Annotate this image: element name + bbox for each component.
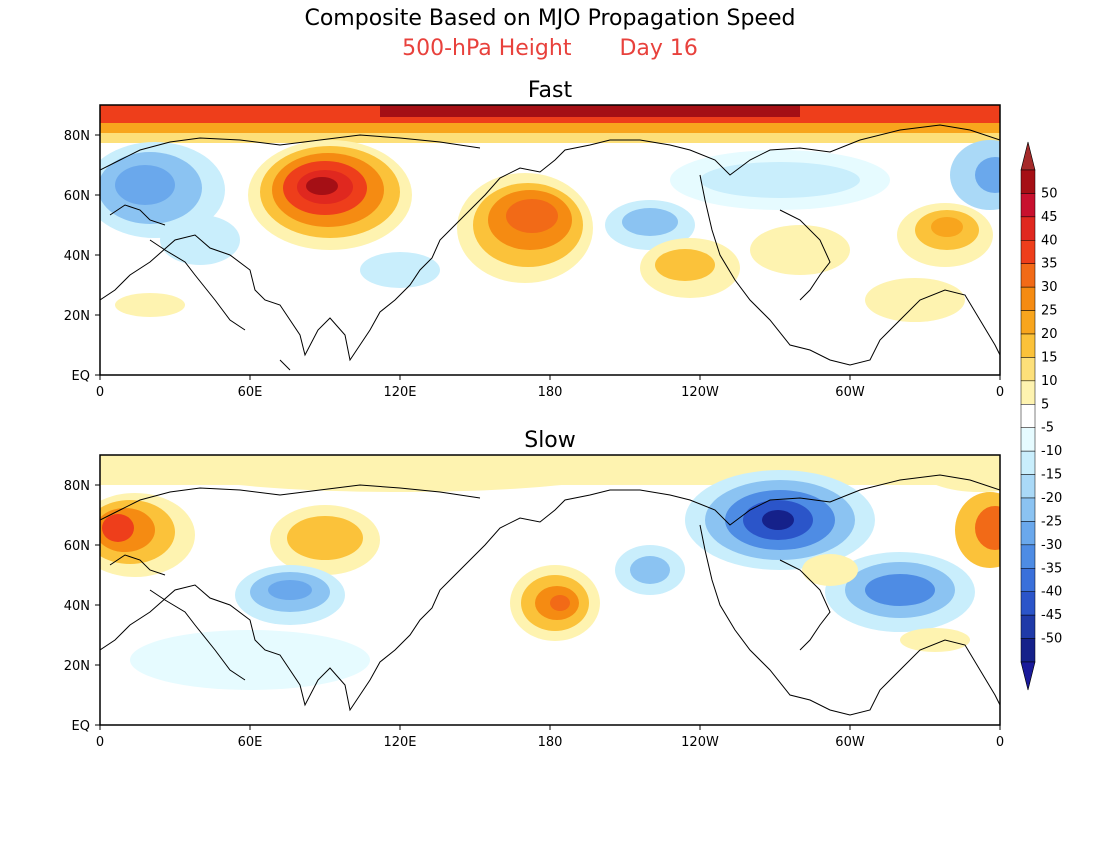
- figure-subtitle: 500-hPa Height Day 16: [0, 36, 1100, 61]
- lat-label: 60N: [64, 539, 90, 554]
- colorbar-label: -25: [1041, 514, 1062, 529]
- lon-label: 60W: [835, 735, 865, 750]
- colorbar-swatch: [1020, 450, 1036, 475]
- lon-label: 120W: [681, 735, 719, 750]
- lon-label: 180: [538, 735, 563, 750]
- lat-label: 40N: [64, 249, 90, 264]
- lon-label: 180: [538, 385, 563, 400]
- colorbar-swatch: [1020, 286, 1036, 311]
- colorbar-label: 30: [1041, 280, 1058, 295]
- colorbar-label: -40: [1041, 585, 1062, 600]
- lat-label: 20N: [64, 659, 90, 674]
- colorbar-swatch: [1020, 404, 1036, 428]
- colorbar-swatch: [1020, 333, 1036, 358]
- colorbar-label: -20: [1041, 491, 1062, 506]
- colorbar-swatch: [1020, 497, 1036, 522]
- map-panel-fast: [99, 104, 1001, 376]
- colorbar-swatch: [1020, 591, 1036, 616]
- colorbar-label: 20: [1041, 327, 1058, 342]
- lat-label: EQ: [72, 719, 90, 734]
- colorbar-swatch: [1020, 193, 1036, 218]
- colorbar-label: -35: [1041, 561, 1062, 576]
- lon-label: 120E: [383, 735, 416, 750]
- colorbar-label: -10: [1041, 444, 1062, 459]
- colorbar-label: 40: [1041, 233, 1058, 248]
- colorbar-swatch: [1020, 521, 1036, 546]
- lon-label: 120E: [383, 385, 416, 400]
- colorbar-swatch: [1020, 614, 1036, 639]
- lon-label: 0: [996, 385, 1004, 400]
- colorbar-bottom-arrow: [1020, 661, 1036, 691]
- lon-label: 0: [96, 735, 104, 750]
- colorbar-label: -30: [1041, 538, 1062, 553]
- colorbar-swatch: [1020, 568, 1036, 592]
- colorbar: 50 45 40 35 30 25 20 15 10 5 -5 -10 -15 -20 -25 -30 -35 -…: [1020, 141, 1062, 691]
- colorbar-swatch: [1020, 216, 1036, 241]
- subtitle-day: Day 16: [619, 36, 698, 61]
- lat-label: 20N: [64, 309, 90, 324]
- colorbar-swatch: [1020, 474, 1036, 499]
- colorbar-swatch: [1020, 240, 1036, 264]
- lat-label: 40N: [64, 599, 90, 614]
- tick-marks: [95, 134, 1001, 730]
- colorbar-label: 15: [1041, 350, 1058, 365]
- colorbar-label: 10: [1041, 374, 1058, 389]
- lat-label: EQ: [72, 369, 90, 384]
- colorbar-swatch: [1020, 310, 1036, 335]
- coastlines-slow: [100, 474, 1000, 716]
- colorbar-label: -50: [1041, 632, 1062, 647]
- colorbar-swatch: [1020, 380, 1036, 405]
- colorbar-top-arrow: [1020, 141, 1036, 171]
- colorbar-label: 35: [1041, 257, 1058, 272]
- colorbar-label: 45: [1041, 210, 1058, 225]
- colorbar-label: -15: [1041, 468, 1062, 483]
- colorbar-swatch: [1020, 544, 1036, 569]
- panel-title-slow: Slow: [524, 428, 576, 453]
- panel-title-fast: Fast: [527, 78, 573, 103]
- figure-title: Composite Based on MJO Propagation Speed: [304, 6, 796, 31]
- lon-label: 60E: [238, 735, 263, 750]
- lon-label: 60E: [238, 385, 263, 400]
- colorbar-label: 50: [1041, 186, 1058, 201]
- lon-label: 120W: [681, 385, 719, 400]
- colorbar-label: -5: [1041, 421, 1054, 436]
- colorbar-swatch: [1020, 169, 1036, 194]
- colorbar-label: 5: [1041, 397, 1049, 412]
- colorbar-swatch: [1020, 638, 1036, 663]
- lon-label: 0: [96, 385, 104, 400]
- coastlines-fast: [100, 124, 1000, 371]
- colorbar-swatch: [1020, 263, 1036, 288]
- colorbar-label: 25: [1041, 304, 1058, 319]
- lat-label: 80N: [64, 479, 90, 494]
- map-panel-slow: [99, 454, 1001, 726]
- colorbar-label: -45: [1041, 608, 1062, 623]
- colorbar-swatch: [1020, 357, 1036, 382]
- anomaly-field-fast: [100, 105, 1000, 322]
- lon-label: 0: [996, 735, 1004, 750]
- subtitle-variable: 500-hPa Height: [402, 36, 572, 61]
- lat-label: 80N: [64, 129, 90, 144]
- lat-label: 60N: [64, 189, 90, 204]
- colorbar-swatch: [1020, 427, 1036, 452]
- lon-label: 60W: [835, 385, 865, 400]
